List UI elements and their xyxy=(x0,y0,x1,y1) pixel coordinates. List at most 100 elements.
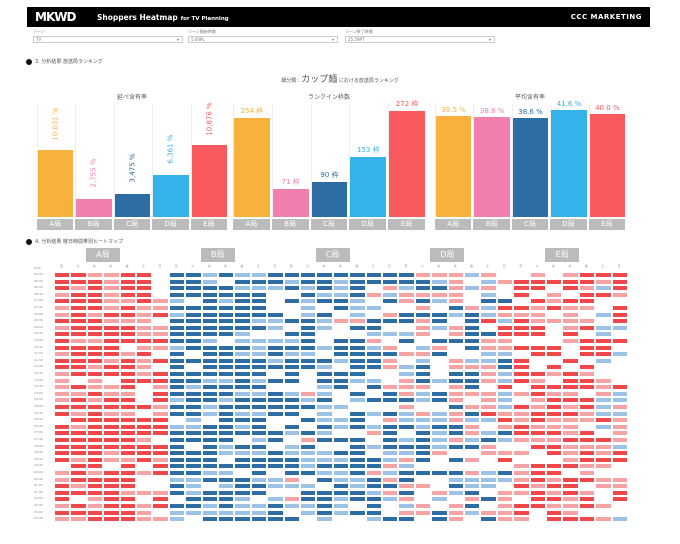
heatmap-cell xyxy=(70,377,87,384)
heatmap-cell xyxy=(218,503,235,509)
heatmap-cell xyxy=(185,384,202,391)
heatmap-cell xyxy=(595,456,612,463)
heatmap-cell xyxy=(480,476,497,483)
heatmap-cell xyxy=(365,516,382,523)
heatmap-cell xyxy=(300,390,317,397)
heatmap-cell xyxy=(316,463,333,470)
heatmap-cell xyxy=(464,351,481,358)
heatmap-cell xyxy=(595,430,612,437)
heatmap-cell xyxy=(70,450,87,457)
heatmap-cell xyxy=(152,305,169,311)
heatmap-cell xyxy=(464,357,481,364)
heatmap-cell xyxy=(447,390,464,397)
heatmap-cell xyxy=(513,338,530,344)
data-label: 40.0 % xyxy=(595,104,620,113)
heatmap-cell xyxy=(349,516,366,523)
heatmap-cell xyxy=(365,503,382,509)
heatmap-cell xyxy=(332,509,350,516)
heatmap-cell xyxy=(267,285,284,292)
heatmap-cell xyxy=(201,404,218,410)
heatmap-cell xyxy=(103,516,120,523)
heatmap-cell xyxy=(152,410,169,417)
heatmap-cell xyxy=(103,410,120,417)
heatmap-cell xyxy=(480,456,497,463)
heatmap-cell xyxy=(414,390,432,397)
heatmap-cell xyxy=(86,298,104,305)
time-label: 17:00 xyxy=(34,430,43,435)
heatmap-cell xyxy=(201,298,218,305)
category-label: A局 xyxy=(233,219,270,230)
time-label: 22:30 xyxy=(34,503,43,507)
heatmap-cell xyxy=(529,423,546,430)
time-label: 18:00 xyxy=(34,443,43,448)
heatmap-cell xyxy=(480,344,497,351)
heatmap-cell xyxy=(611,305,628,311)
heatmap-cell xyxy=(382,331,399,338)
heatmap-cell xyxy=(185,285,202,292)
heatmap-cell xyxy=(513,291,530,298)
heatmap-cell xyxy=(480,371,497,377)
heatmap-cell xyxy=(578,324,596,331)
heatmap-cell xyxy=(168,357,186,364)
heatmap-cell xyxy=(201,430,218,437)
heatmap-cell xyxy=(234,311,251,318)
heatmap-cell xyxy=(316,410,333,417)
station-label: D局 xyxy=(430,248,465,262)
heatmap-cell xyxy=(152,417,169,424)
heatmap-cell xyxy=(300,509,317,516)
heatmap-cell xyxy=(464,344,481,351)
heatmap-cell xyxy=(283,470,300,476)
heatmap-cell xyxy=(480,397,497,404)
heatmap-cell xyxy=(70,351,87,358)
heatmap-cell xyxy=(529,496,546,503)
heatmap-cell xyxy=(365,311,382,318)
heatmap-cell xyxy=(562,311,579,318)
bar-D xyxy=(153,174,189,217)
zone-filter[interactable]: ゾーン TV ▾ xyxy=(33,29,183,43)
heatmap-cell xyxy=(447,404,464,410)
heatmap-cell xyxy=(136,516,153,523)
heatmap-cell xyxy=(218,423,235,430)
heatmap-cell xyxy=(152,509,169,516)
heatmap-cell xyxy=(152,456,169,463)
heatmap-cell xyxy=(283,272,300,278)
heatmap-cell xyxy=(578,450,596,457)
heatmap-cell xyxy=(398,318,415,325)
heatmap-cell xyxy=(529,489,546,496)
heatmap-cell xyxy=(267,371,284,377)
heatmap-cell xyxy=(447,509,464,516)
heatmap-cell xyxy=(595,377,612,384)
heatmap-cell xyxy=(365,377,382,384)
end-time-filter[interactable]: ゾーン終了時間 25:59PT ▾ xyxy=(345,29,495,43)
heatmap-cell xyxy=(496,417,514,424)
heatmap-cell xyxy=(562,364,579,371)
heatmap-cell xyxy=(185,364,202,371)
heatmap-cell xyxy=(332,404,350,410)
heatmap-cell xyxy=(250,489,268,496)
heatmap-cell xyxy=(54,357,71,364)
heatmap-cell xyxy=(300,417,317,424)
time-label: 12:30 xyxy=(34,371,43,375)
heatmap-cell xyxy=(267,390,284,397)
heatmap-cell xyxy=(300,489,317,496)
heatmap-cell xyxy=(546,503,563,509)
heatmap-cell xyxy=(496,311,514,318)
heatmap-cell xyxy=(611,483,628,490)
heatmap-cell xyxy=(562,324,579,331)
heatmap-cell xyxy=(332,285,350,292)
heatmap-cell xyxy=(414,351,432,358)
heatmap-cell xyxy=(611,496,628,503)
heatmap-cell xyxy=(267,291,284,298)
heatmap-cell xyxy=(86,516,104,523)
heatmap-cell xyxy=(480,272,497,278)
day-label: 水 xyxy=(322,264,326,268)
heatmap-cell xyxy=(316,298,333,305)
start-time-filter[interactable]: ゾーン開始時間 5:00PL ▾ xyxy=(188,29,338,43)
heatmap-cell xyxy=(578,456,596,463)
heatmap-cell xyxy=(578,318,596,325)
heatmap-cell xyxy=(513,410,530,417)
day-label: 月 xyxy=(404,264,408,268)
heatmap-cell xyxy=(398,430,415,437)
heatmap-cell xyxy=(70,437,87,443)
heatmap-cell xyxy=(578,410,596,417)
